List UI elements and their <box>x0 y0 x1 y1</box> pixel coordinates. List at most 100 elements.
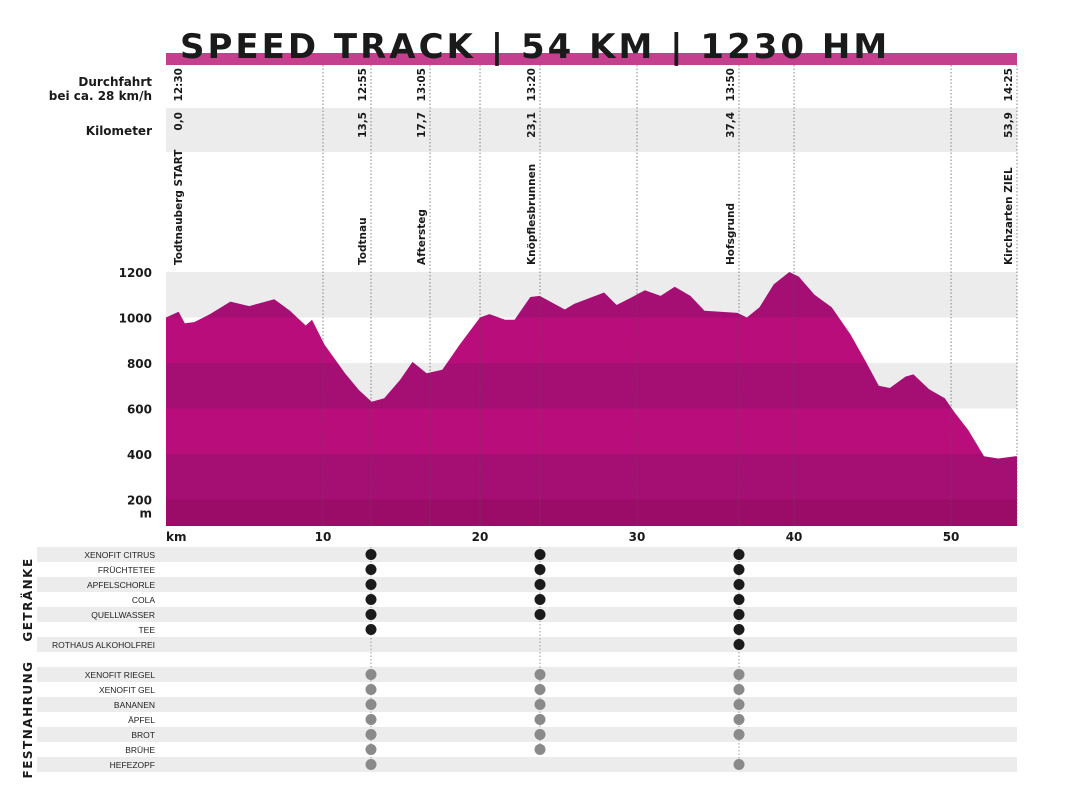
y-tick-label: 200 <box>127 494 152 508</box>
station-time: 13:20 <box>526 68 538 101</box>
drink-available-dot <box>733 579 745 590</box>
supply-item-label: ROTHAUS ALKOHOLFREI <box>52 640 155 650</box>
food-available-dot <box>733 669 745 680</box>
supply-item-label: XENOFIT CITRUS <box>84 550 155 560</box>
station-km: 13,5 <box>357 112 369 138</box>
station-time: 12:30 <box>173 68 185 101</box>
table-row-band <box>37 697 1017 712</box>
supply-item-label: HEFEZOPF <box>110 760 155 770</box>
table-row-band <box>37 757 1017 772</box>
drink-available-dot <box>733 549 745 560</box>
drink-available-dot <box>534 549 546 560</box>
station-name: Knöpflesbrunnen <box>526 164 538 265</box>
elevation-band <box>166 317 1017 363</box>
title-bar <box>166 53 1017 65</box>
supply-item-label: COLA <box>132 595 155 605</box>
station-time: 12:55 <box>357 68 369 101</box>
food-available-dot <box>534 729 546 740</box>
drink-available-dot <box>365 564 377 575</box>
elevation-band <box>166 408 1017 454</box>
food-available-dot <box>534 669 546 680</box>
station-km: 37,4 <box>725 112 737 138</box>
supply-group-label: FESTNAHRUNG <box>21 661 35 779</box>
drink-available-dot <box>733 639 745 650</box>
station-time: 13:05 <box>416 68 428 101</box>
supply-item-label: XENOFIT RIEGEL <box>85 670 155 680</box>
drink-available-dot <box>365 624 377 635</box>
station-time: 14:25 <box>1003 68 1015 101</box>
kilometer-row-band <box>166 108 1017 152</box>
drink-available-dot <box>733 594 745 605</box>
speed-label: bei ca. 28 km/h <box>49 89 152 103</box>
station-time: 13:50 <box>725 68 737 101</box>
drink-available-dot <box>733 564 745 575</box>
y-tick-label: 600 <box>127 403 152 417</box>
supply-item-label: QUELLWASSER <box>91 610 155 620</box>
station-name: Hofsgrund <box>725 203 737 265</box>
y-tick-label: 800 <box>127 357 152 371</box>
station-km: 23,1 <box>526 112 538 138</box>
drink-available-dot <box>365 579 377 590</box>
food-available-dot <box>733 759 745 770</box>
table-row-band <box>37 637 1017 652</box>
supply-item-label: APFELSCHORLE <box>87 580 155 590</box>
drink-available-dot <box>534 594 546 605</box>
supply-table: XENOFIT CITRUS FRÜCHTETEE APFELSCHORLE COLA… <box>20 547 1017 778</box>
x-tick-label: 50 <box>943 530 960 544</box>
food-available-dot <box>365 729 377 740</box>
drink-available-dot <box>365 549 377 560</box>
drink-available-dot <box>534 564 546 575</box>
page-title: SPEED TRACK | 54 KM | 1230 HM <box>180 27 890 67</box>
supply-item-label: FRÜCHTETEE <box>98 565 155 575</box>
supply-item-label: BROT <box>131 730 155 740</box>
station-km: 0,0 <box>173 112 185 131</box>
y-tick-label: 400 <box>127 448 152 462</box>
durchfahrt-label: Durchfahrt <box>78 75 152 89</box>
food-available-dot <box>733 699 745 710</box>
station-km: 53,9 <box>1003 112 1015 138</box>
station-columns: 12:30 0,0 Todtnauberg START 12:55 13,5 Todtna… <box>173 68 1015 265</box>
food-available-dot <box>534 699 546 710</box>
station-name: Aftersteg <box>416 209 428 265</box>
drink-available-dot <box>534 579 546 590</box>
y-tick-label: 1000 <box>119 312 152 326</box>
drink-available-dot <box>534 609 546 620</box>
food-available-dot <box>733 684 745 695</box>
food-available-dot <box>365 759 377 770</box>
drink-available-dot <box>733 609 745 620</box>
food-available-dot <box>365 714 377 725</box>
elevation-band <box>166 499 1017 526</box>
table-row-band <box>37 607 1017 622</box>
drink-available-dot <box>733 624 745 635</box>
y-axis-unit: m <box>139 507 152 521</box>
table-row-band <box>37 667 1017 682</box>
station-name: Todtnau <box>357 217 369 265</box>
y-tick-label: 1200 <box>119 266 152 280</box>
food-available-dot <box>534 714 546 725</box>
drink-available-dot <box>365 594 377 605</box>
supply-item-label: BRÜHE <box>125 745 155 755</box>
food-available-dot <box>365 744 377 755</box>
supply-item-label: TEE <box>138 625 155 635</box>
kilometer-label: Kilometer <box>86 124 152 138</box>
food-available-dot <box>534 744 546 755</box>
table-row-band <box>37 727 1017 742</box>
food-available-dot <box>534 684 546 695</box>
food-available-dot <box>733 729 745 740</box>
x-tick-label: 10 <box>315 530 332 544</box>
station-km: 17,7 <box>416 112 428 138</box>
food-available-dot <box>365 699 377 710</box>
x-tick-label: 30 <box>629 530 646 544</box>
supply-item-label: XENOFIT GEL <box>99 685 155 695</box>
table-row-band <box>37 547 1017 562</box>
x-axis-unit: km <box>166 530 186 544</box>
supply-item-label: ÄPFEL <box>128 715 155 725</box>
drink-available-dot <box>365 609 377 620</box>
station-name: Kirchzarten ZIEL <box>1003 167 1015 265</box>
elevation-band <box>166 454 1017 500</box>
table-row-band <box>37 577 1017 592</box>
food-available-dot <box>365 684 377 695</box>
station-name: Todtnauberg START <box>173 149 185 265</box>
food-available-dot <box>365 669 377 680</box>
